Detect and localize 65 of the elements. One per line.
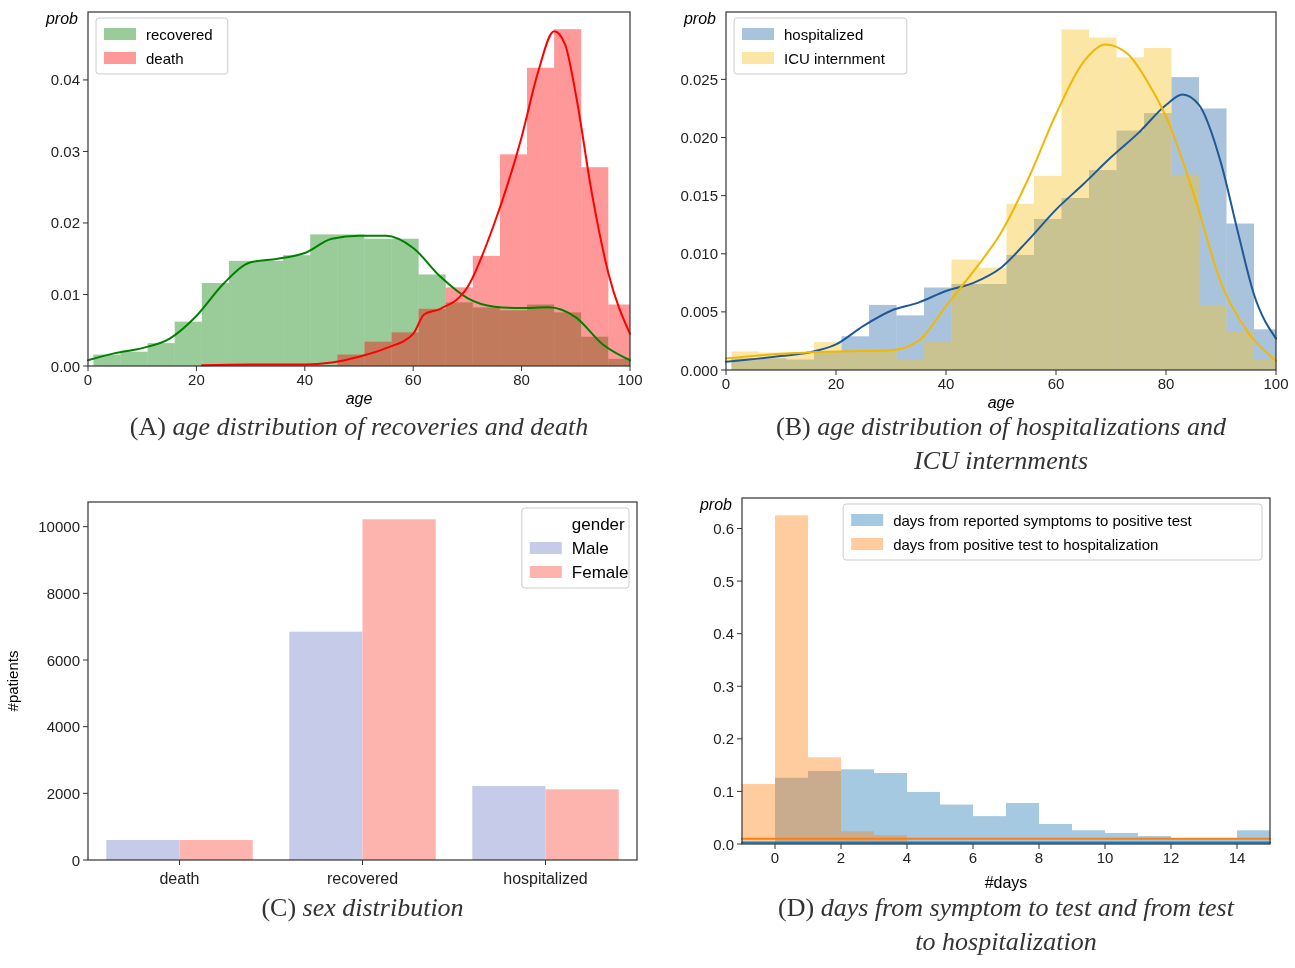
y-axis-title: prob xyxy=(682,10,717,27)
y-tick-label: 10000 xyxy=(38,518,80,536)
legend-label: hospitalized xyxy=(784,25,864,43)
x-tick-label: 80 xyxy=(1157,375,1175,392)
y-tick-label: 0.0 xyxy=(713,835,734,853)
x-axis-title: age xyxy=(987,394,1015,411)
x-tick-label: recovered xyxy=(326,870,399,887)
x-tick-label: 40 xyxy=(937,375,955,392)
x-tick-label: 0 xyxy=(83,371,93,388)
x-tick-label: 100 xyxy=(1263,375,1289,392)
y-tick-label: 0.020 xyxy=(680,129,718,147)
y-axis-title: prob xyxy=(698,496,733,513)
y-tick-label: 0.6 xyxy=(713,520,734,537)
x-tick-label: 20 xyxy=(188,371,205,388)
y-tick-label: 0.010 xyxy=(680,245,718,263)
x-tick-label: death xyxy=(159,870,200,887)
legend-label: days from reported symptoms to positive test xyxy=(893,511,1193,529)
text: (C) sex distribution xyxy=(261,893,464,922)
text: (A) age distribution of recoveries and death xyxy=(129,412,589,441)
x-tick-label: 40 xyxy=(296,371,314,388)
legend-label: ICU internment xyxy=(784,49,886,67)
y-tick-label: 0.5 xyxy=(713,572,734,590)
legend-title: gender xyxy=(571,514,626,534)
y-tick-label: 0.2 xyxy=(713,730,734,748)
y-tick-label: 8000 xyxy=(46,584,80,602)
x-tick-label: 100 xyxy=(617,371,643,388)
y-tick-label: 2000 xyxy=(46,784,80,802)
y-axis-title: #patients xyxy=(4,650,21,712)
x-tick-label: 14 xyxy=(1228,849,1246,866)
x-tick-label: hospitalized xyxy=(503,870,588,887)
x-tick-label: 12 xyxy=(1162,849,1180,866)
x-tick-label: 60 xyxy=(404,371,422,388)
x-axis-title: #days xyxy=(984,874,1028,891)
x-tick-label: 2 xyxy=(836,849,846,866)
y-tick-label: 0.02 xyxy=(50,214,80,232)
y-axis-title: prob xyxy=(44,10,79,27)
legend-label: Male xyxy=(571,538,609,558)
y-tick-label: 0.3 xyxy=(713,677,734,695)
y-tick-label: 4000 xyxy=(46,718,80,736)
x-tick-label: 20 xyxy=(827,375,845,392)
x-tick-label: 6 xyxy=(968,849,978,866)
y-tick-label: 0.015 xyxy=(680,187,718,205)
y-tick-label: 0.04 xyxy=(50,71,80,89)
x-tick-label: 10 xyxy=(1096,849,1114,866)
y-tick-label: 0.025 xyxy=(680,70,718,88)
x-axis-title: age xyxy=(345,390,373,407)
y-tick-label: 0.03 xyxy=(50,142,80,160)
y-tick-label: 0.00 xyxy=(50,357,80,375)
x-tick-label: 60 xyxy=(1047,375,1065,392)
text: (D) days from symptom to test and from test to hospitalization xyxy=(778,893,1235,956)
legend-label: days from positive test to hospitalization xyxy=(893,535,1159,553)
text: (B) age distribution of hospitalizations and ICU internments xyxy=(776,412,1227,475)
x-tick-label: 4 xyxy=(902,849,912,866)
y-tick-label: 0.000 xyxy=(680,361,718,379)
legend-label: recovered xyxy=(146,25,213,43)
x-tick-label: 8 xyxy=(1034,849,1044,866)
legend-label: death xyxy=(146,49,184,67)
y-tick-label: 0.01 xyxy=(50,285,80,303)
y-tick-label: 0.1 xyxy=(713,782,734,800)
legend-label: Female xyxy=(571,562,629,582)
y-tick-label: 6000 xyxy=(46,651,80,669)
x-tick-label: 0 xyxy=(770,849,780,866)
y-tick-label: 0.4 xyxy=(713,625,734,643)
y-tick-label: 0.005 xyxy=(680,303,718,321)
x-tick-label: 80 xyxy=(513,371,530,388)
